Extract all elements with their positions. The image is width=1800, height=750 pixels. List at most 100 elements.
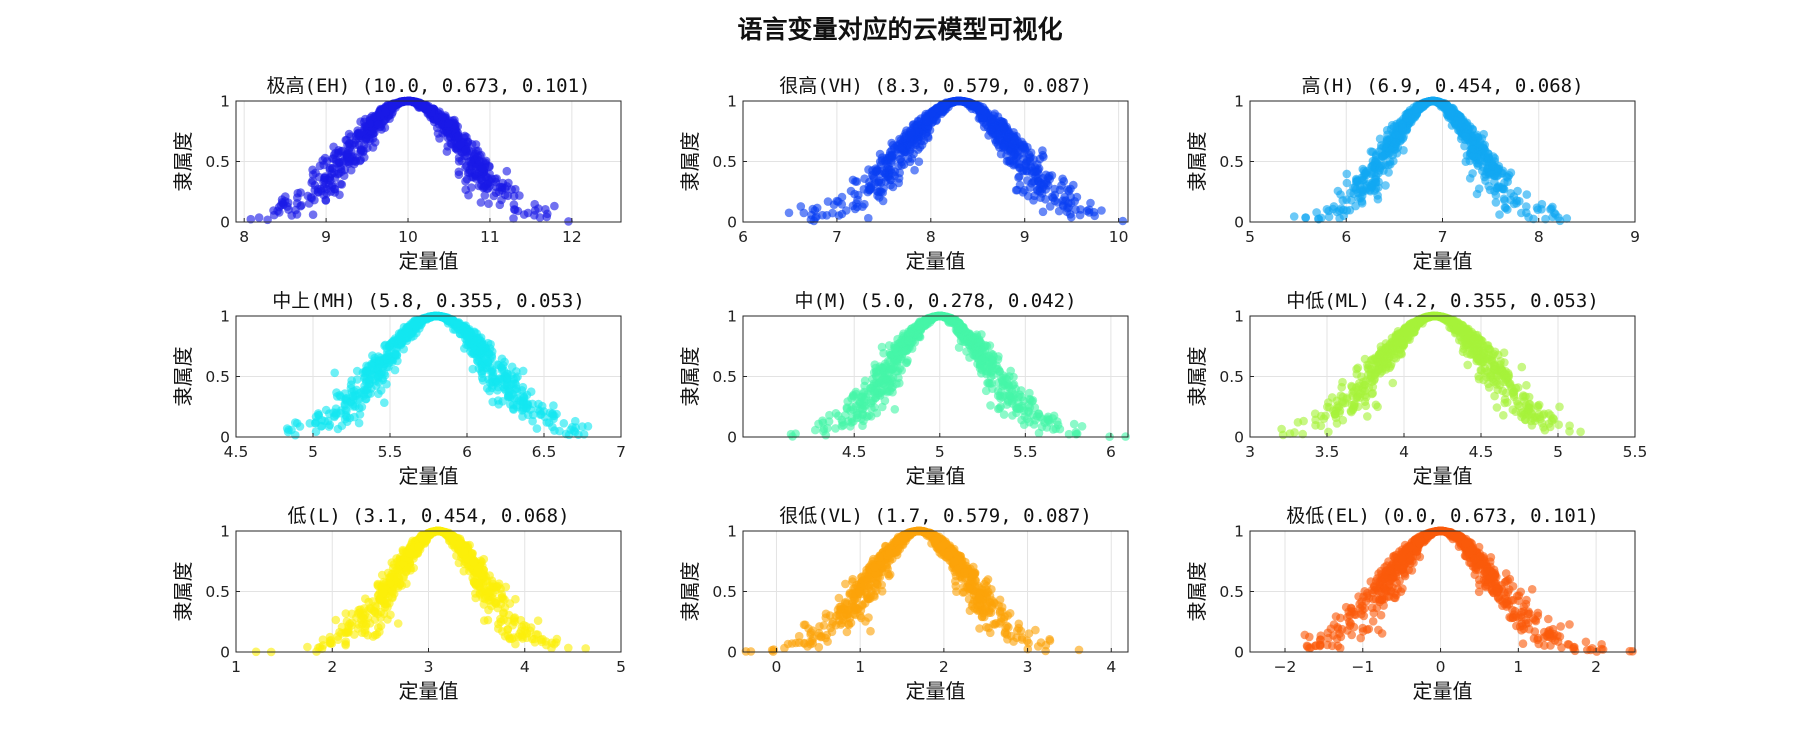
x-axis-label: 定量值: [399, 249, 459, 273]
data-point: [313, 187, 323, 197]
data-point: [559, 419, 569, 428]
data-point: [860, 397, 869, 407]
data-point: [1503, 205, 1512, 214]
data-point: [978, 114, 988, 123]
data-point: [380, 398, 389, 408]
data-point: [341, 405, 351, 414]
data-point: [1058, 200, 1068, 209]
data-point: [308, 210, 318, 219]
data-point: [907, 128, 916, 138]
data-point: [900, 346, 910, 355]
data-point: [246, 214, 256, 224]
data-point: [493, 377, 503, 386]
data-point: [532, 424, 542, 433]
x-tick-label: 6: [1341, 228, 1351, 246]
data-point: [914, 321, 924, 331]
data-point: [994, 378, 1003, 388]
data-point: [363, 382, 373, 392]
data-point: [885, 368, 894, 378]
data-point: [478, 183, 488, 193]
data-point: [904, 336, 913, 345]
data-point: [352, 366, 362, 376]
data-point: [506, 392, 515, 402]
data-point: [848, 175, 858, 185]
data-point: [470, 149, 480, 158]
data-point: [819, 424, 829, 434]
data-point: [360, 122, 369, 131]
data-point: [511, 184, 520, 194]
data-point: [1517, 362, 1527, 372]
x-tick-label: 11: [480, 228, 500, 246]
x-tick-label: 5.5: [1013, 443, 1038, 461]
data-point: [869, 386, 879, 396]
x-tick-label: 6: [1106, 443, 1116, 461]
data-point: [932, 103, 941, 113]
data-point: [1576, 427, 1585, 437]
data-point: [859, 185, 869, 194]
data-point: [351, 402, 360, 411]
data-point: [894, 161, 903, 171]
data-point: [1077, 422, 1087, 431]
data-point: [877, 166, 887, 176]
data-point: [1118, 216, 1128, 226]
data-point: [1500, 196, 1509, 205]
y-tick-label: 0: [1234, 214, 1244, 232]
data-point: [837, 192, 847, 202]
data-point: [987, 115, 996, 124]
data-point: [523, 208, 533, 218]
data-point: [491, 177, 501, 187]
data-point: [888, 151, 897, 161]
x-tick-label: 4.5: [842, 443, 867, 461]
data-point: [337, 180, 347, 189]
data-point: [878, 196, 888, 206]
data-point: [838, 418, 847, 427]
figure-title: 语言变量对应的云模型可视化: [737, 15, 1062, 44]
data-point: [1076, 205, 1085, 214]
data-point: [528, 410, 538, 420]
data-point: [864, 213, 873, 223]
data-point: [1010, 159, 1019, 169]
x-axis-label: 定量值: [1413, 249, 1473, 273]
data-point: [910, 165, 919, 175]
data-point: [321, 405, 331, 415]
data-point: [392, 350, 402, 360]
x-tick-label: 7: [616, 443, 626, 461]
subplot-title: 中(M) (5.0, 0.278, 0.042): [794, 290, 1076, 312]
data-point: [1063, 185, 1072, 194]
data-point: [1506, 189, 1515, 198]
data-point: [907, 140, 917, 149]
data-point: [1495, 210, 1504, 219]
y-tick-label: 1: [727, 308, 737, 326]
data-point: [1317, 213, 1326, 223]
y-axis-label: 隶属度: [171, 132, 195, 192]
x-tick-label: 9: [1020, 228, 1030, 246]
subplot-title: 极高(EH) (10.0, 0.673, 0.101): [267, 75, 591, 97]
data-point: [890, 344, 900, 353]
y-tick-label: 0: [727, 214, 737, 232]
data-point: [984, 378, 993, 388]
data-point: [1029, 196, 1038, 205]
data-point: [1351, 201, 1360, 211]
data-point: [994, 130, 1003, 140]
y-tick-label: 0.5: [205, 368, 230, 386]
y-tick-label: 0.5: [712, 153, 737, 171]
data-point: [1044, 416, 1054, 425]
data-point: [1488, 161, 1497, 171]
data-point: [982, 369, 991, 379]
data-point: [312, 417, 321, 426]
data-point: [974, 338, 983, 347]
data-point: [828, 208, 837, 218]
data-point: [296, 201, 305, 211]
data-point: [1005, 372, 1014, 381]
y-tick-label: 0: [220, 429, 230, 447]
data-point: [291, 430, 300, 440]
data-point: [1436, 99, 1446, 108]
data-point: [424, 312, 434, 322]
data-point: [1515, 196, 1524, 206]
data-point: [889, 143, 899, 153]
data-point: [1324, 212, 1334, 222]
y-tick-label: 1: [220, 308, 230, 326]
data-point: [483, 357, 493, 366]
y-tick-label: 0.5: [712, 368, 737, 386]
data-point: [1023, 176, 1032, 185]
